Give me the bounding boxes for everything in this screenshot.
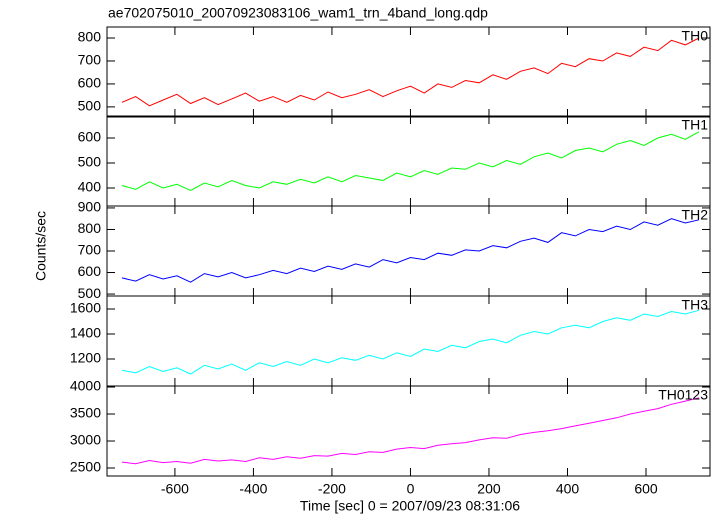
y-tick-label: 600 — [78, 129, 102, 145]
y-tick-label: 3500 — [70, 405, 101, 421]
legend-label: TH1 — [682, 117, 709, 133]
y-tick-label: 500 — [78, 98, 102, 114]
data-line — [121, 397, 700, 465]
y-tick-label: 900 — [78, 199, 102, 215]
y-tick-label: 500 — [78, 154, 102, 170]
x-tick-label: -600 — [161, 481, 189, 497]
x-tick-label: 0 — [407, 481, 415, 497]
y-tick-label: 3000 — [70, 432, 101, 448]
y-tick-label: 800 — [78, 220, 102, 236]
y-tick-label: 700 — [78, 242, 102, 258]
panel-frame — [106, 385, 711, 477]
y-tick-label: 2500 — [70, 459, 101, 475]
data-line — [121, 309, 700, 375]
x-tick-label: 200 — [477, 481, 501, 497]
data-line — [121, 37, 700, 107]
data-line — [121, 131, 700, 192]
y-tick-label: 1200 — [70, 350, 101, 366]
panel-frame — [106, 115, 711, 207]
panel-frame — [106, 26, 711, 118]
legend-label: TH0 — [682, 28, 709, 44]
x-tick-label: -200 — [318, 481, 346, 497]
y-tick-label: 400 — [78, 179, 102, 195]
y-tick-label: 600 — [78, 75, 102, 91]
y-tick-label: 4000 — [70, 378, 101, 394]
legend-label: TH0123 — [658, 387, 708, 403]
x-tick-label: 400 — [556, 481, 580, 497]
x-tick-label: -400 — [239, 481, 267, 497]
x-tick-label: 600 — [634, 481, 658, 497]
x-axis-label: Time [sec] 0 = 2007/09/23 08:31:06 — [300, 498, 520, 514]
legend-label: TH2 — [682, 207, 709, 223]
panel-frame — [106, 205, 711, 297]
y-tick-label: 1400 — [70, 325, 101, 341]
panel-frame — [106, 295, 711, 387]
y-tick-label: 800 — [78, 29, 102, 45]
legend-label: TH3 — [682, 297, 709, 313]
chart-title: ae702075010_20070923083106_wam1_trn_4ban… — [108, 5, 488, 21]
y-tick-label: 1600 — [70, 300, 101, 316]
y-tick-label: 500 — [78, 285, 102, 301]
y-tick-label: 600 — [78, 263, 102, 279]
data-line — [121, 218, 700, 283]
y-tick-label: 700 — [78, 52, 102, 68]
y-axis-label: Counts/sec — [33, 211, 49, 281]
